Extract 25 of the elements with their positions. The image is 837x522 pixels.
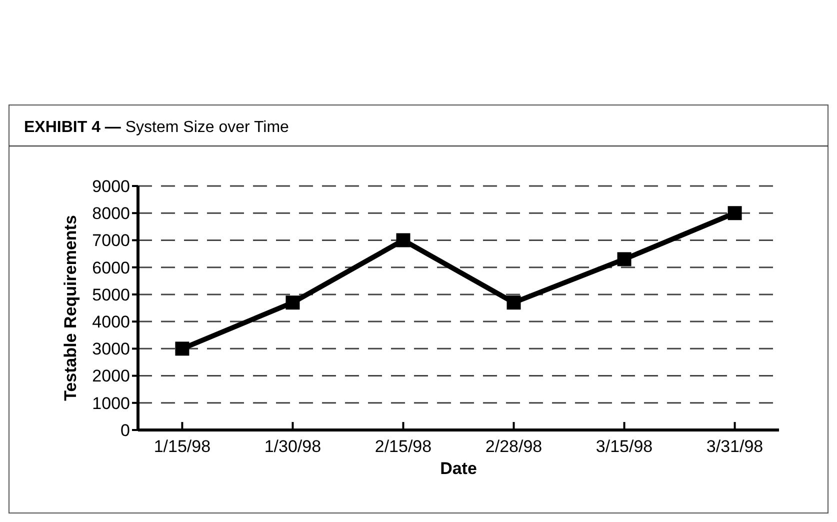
x-tick-label: 1/15/98 [154,437,211,456]
x-tick-label: 3/15/98 [596,437,653,456]
y-tick-label: 2000 [92,366,130,386]
y-tick-label: 1000 [92,394,130,413]
y-axis-title: Testable Requirements [61,215,80,401]
x-tick-label: 2/28/98 [485,437,542,456]
x-tick-label: 1/30/98 [264,437,322,456]
x-axis-title: Date [440,459,477,478]
point [506,296,521,310]
point [175,342,190,356]
y-tick-label: 3000 [92,340,130,359]
y-tick-label: 6000 [92,258,130,278]
point [617,252,632,266]
chart-title: EXHIBIT 4 — System Size over Time [24,119,290,136]
y-tick-label: 9000 [92,176,130,196]
point [396,233,410,248]
x-tick-label: 3/31/98 [706,437,764,456]
y-tick-label: 7000 [92,231,130,250]
y-tick-label: 4000 [92,312,130,332]
x-tick-label: 2/15/98 [374,437,432,456]
point [728,206,742,220]
y-tick-label: 5000 [92,285,130,304]
y-tick-label: 8000 [92,204,130,224]
y-tick-label: 0 [120,420,130,440]
point [286,296,300,310]
